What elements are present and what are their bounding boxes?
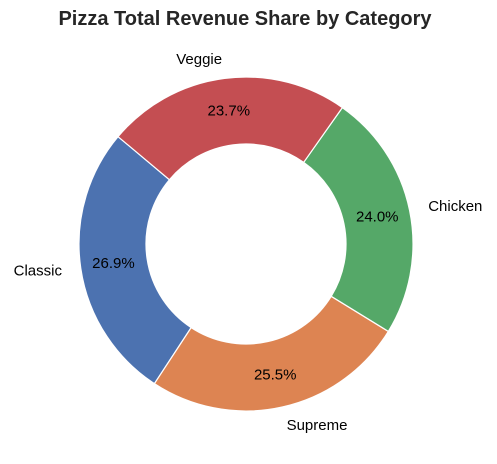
label-chicken: Chicken: [428, 198, 482, 215]
slices-group: [78, 76, 414, 412]
pct-label-chicken: 24.0%: [356, 209, 399, 226]
slice-classic: [78, 135, 192, 385]
label-classic: Classic: [14, 263, 63, 280]
slice-supreme: [153, 295, 390, 412]
slice-chicken: [302, 106, 414, 333]
labels-group: Classic 26.9% Supreme 25.5% Chicken 24.0% Vegg…: [14, 51, 483, 434]
label-veggie: Veggie: [176, 51, 222, 68]
pct-label-veggie: 23.7%: [208, 103, 251, 120]
slice-veggie: [117, 76, 344, 181]
pct-label-supreme: 25.5%: [254, 366, 297, 383]
pct-label-classic: 26.9%: [92, 255, 135, 272]
label-supreme: Supreme: [287, 417, 348, 434]
chart-title: Pizza Total Revenue Share by Category: [58, 8, 432, 30]
